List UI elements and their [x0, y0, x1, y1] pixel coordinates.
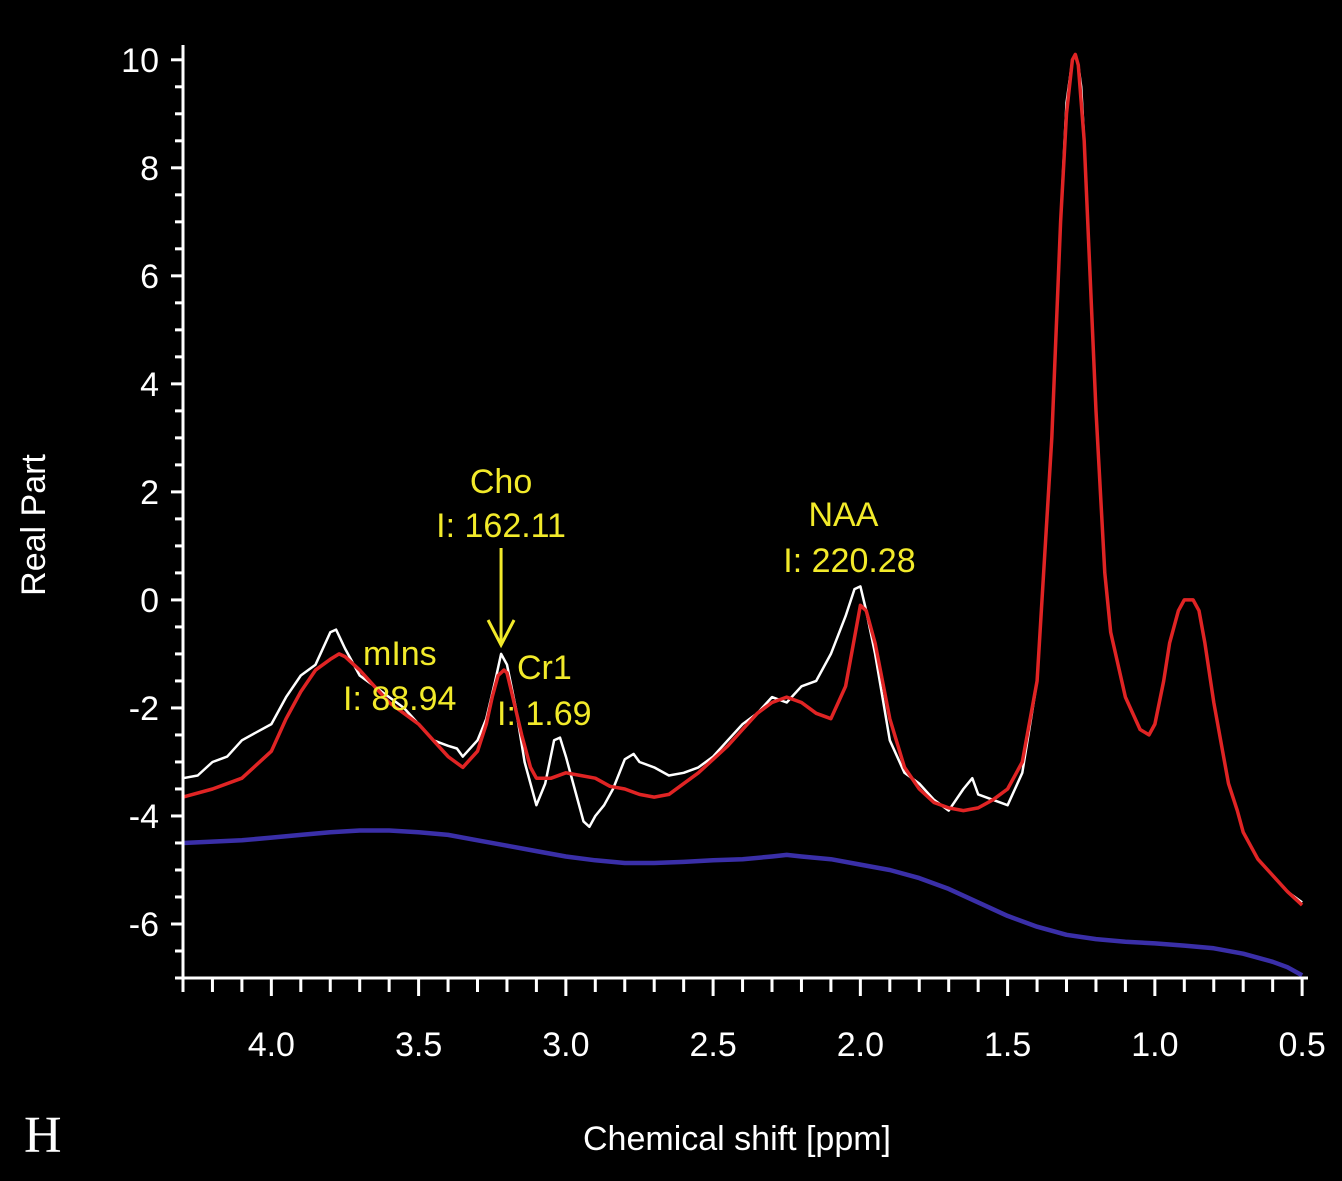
- y-tick-label: 10: [121, 42, 159, 80]
- x-tick-label: 2.5: [689, 1026, 736, 1064]
- x-tick-label: 1.5: [984, 1026, 1031, 1064]
- annotation-layer: Cho I: 162.11 mIns I: 88.94 Cr1 I: 1.69 …: [343, 463, 916, 733]
- y-tick-label: -2: [129, 690, 159, 728]
- ticks-layer: 10 8 6 4 2 0 -2 -4 -6 4.0 3.5 3.0 2.5 2.0 1.5 1.0 0.5: [121, 42, 1326, 1064]
- annotation-naa-value: I: 220.28: [783, 542, 915, 580]
- y-tick-label: 8: [140, 150, 159, 188]
- baseline-layer: [182, 828, 1304, 978]
- y-tick-label: 6: [140, 258, 159, 296]
- axes-layer: [181, 45, 1308, 980]
- y-tick-label: -4: [129, 798, 159, 836]
- y-tick-label: 2: [140, 474, 159, 512]
- annotation-cho-label: Cho: [470, 463, 532, 501]
- y-axis-title: Real Part: [15, 454, 53, 596]
- y-tick-label: -6: [129, 906, 159, 944]
- x-tick-label: 3.5: [395, 1026, 442, 1064]
- annotation-naa-label: NAA: [809, 496, 879, 534]
- annotation-cr1-label: Cr1: [517, 649, 572, 687]
- series-baseline-line: [182, 828, 1304, 978]
- x-tick-label: 0.5: [1278, 1026, 1325, 1064]
- x-axis-title: Chemical shift [ppm]: [583, 1120, 891, 1158]
- data-layer: [182, 52, 1304, 907]
- x-tick-label: 1.0: [1131, 1026, 1178, 1064]
- panel-label: H: [24, 1107, 62, 1164]
- x-tick-label: 4.0: [248, 1026, 295, 1064]
- annotation-cr1-value: I: 1.69: [497, 695, 592, 733]
- x-tick-label: 3.0: [542, 1026, 589, 1064]
- annotation-cho-value: I: 162.11: [436, 507, 566, 545]
- annotation-mins-label: mIns: [363, 635, 437, 673]
- annotation-cho-arrowhead: [486, 619, 516, 649]
- annotation-mins-value: I: 88.94: [343, 680, 456, 718]
- series-fit-line: [182, 52, 1304, 907]
- y-tick-label: 4: [140, 366, 159, 404]
- x-tick-label: 2.0: [837, 1026, 884, 1064]
- y-tick-label: 0: [140, 582, 159, 620]
